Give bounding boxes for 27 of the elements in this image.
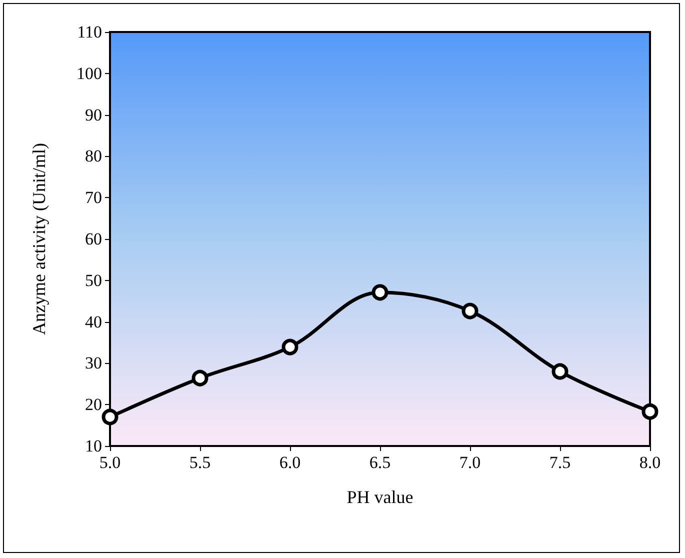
y-tick-label: 60 xyxy=(85,230,102,248)
x-tick-label: 5.0 xyxy=(99,453,121,472)
x-tick-label: 6.0 xyxy=(279,453,301,472)
y-tick-label: 110 xyxy=(77,22,102,42)
y-tick-label: 100 xyxy=(76,64,102,83)
point xyxy=(642,403,658,420)
y-tick-label: 30 xyxy=(85,354,102,373)
y-tick-label: 80 xyxy=(85,146,102,166)
y-tick-label: 90 xyxy=(85,105,102,124)
x-tick-label: 7.5 xyxy=(549,453,571,472)
x-axis-title: PH value xyxy=(346,487,414,507)
point xyxy=(462,302,478,320)
y-tick-label: 10 xyxy=(85,436,102,456)
point xyxy=(552,363,568,380)
y-tick-label: 40 xyxy=(85,312,102,332)
point xyxy=(372,284,388,301)
y-tick-label: 50 xyxy=(85,270,102,290)
y-tick-label: 20 xyxy=(85,395,102,414)
y-axis-title: Anzyme activity (Unit/ml) xyxy=(29,143,49,335)
x-tick-label: 6.5 xyxy=(369,453,391,472)
y-tick-label: 70 xyxy=(85,188,102,208)
point xyxy=(102,408,118,426)
x-tick-label: 8.0 xyxy=(639,453,661,472)
x-tick-label: 7.0 xyxy=(459,453,481,472)
point xyxy=(192,370,208,386)
x-tick-label: 5.5 xyxy=(189,453,211,472)
point xyxy=(282,338,298,356)
